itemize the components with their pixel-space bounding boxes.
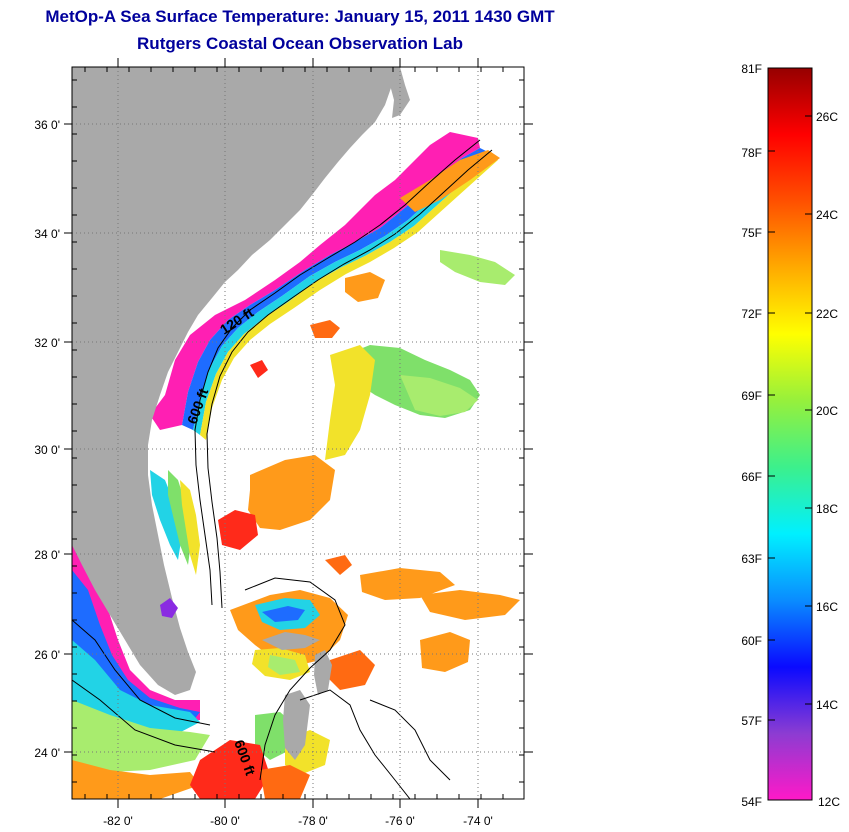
sst-patch-bahamas-blue	[262, 606, 305, 622]
colorbar-f-60: 60F	[741, 634, 762, 648]
contour-bahamas-1	[244, 577, 346, 781]
lon-label-82: -82 0'	[103, 814, 133, 828]
sst-patch-offshore-lightgreen	[400, 375, 478, 416]
lat-label-24: 24 0'	[34, 746, 60, 760]
colorbar-f-63: 63F	[741, 552, 762, 566]
contour-gulf	[72, 619, 211, 726]
lat-label-32: 32 0'	[34, 336, 60, 350]
sst-patch-south-red	[190, 740, 270, 799]
sst-patch-green-band	[200, 156, 498, 440]
sst-patch-bahamas-green	[268, 655, 300, 675]
colorbar-f-72: 72F	[741, 307, 762, 321]
sst-patch-florida-green	[168, 470, 192, 565]
lat-label-30: 30 0'	[34, 443, 60, 457]
colorbar-f-81: 81F	[741, 62, 762, 76]
sst-patch-cape-orange	[400, 150, 500, 212]
sst-patch-east-orange-1	[360, 568, 455, 600]
lat-label-36: 36 0'	[34, 118, 60, 132]
contour-bahamas-3	[369, 699, 451, 781]
lon-label-74: -74 0'	[463, 814, 493, 828]
sst-patch-mid-red-west	[218, 510, 258, 550]
colorbar-c-26: 26C	[816, 110, 838, 124]
lat-label-26: 26 0'	[34, 648, 60, 662]
colorbar-c-18: 18C	[816, 502, 838, 516]
colorbar-ticks	[768, 115, 812, 721]
sst-patch-east-orange-3	[420, 632, 470, 672]
lon-label-76: -76 0'	[385, 814, 415, 828]
colorbar-c-14: 14C	[816, 698, 838, 712]
map-content	[72, 67, 524, 799]
bathymetry-contours	[72, 139, 493, 799]
contour-gulf-2	[72, 679, 216, 753]
map-gridlines	[72, 67, 524, 799]
colorbar-f-75: 75F	[741, 226, 762, 240]
colorbar-f-78: 78F	[741, 146, 762, 160]
sst-patch-florida-yellow	[180, 480, 200, 575]
sst-patch-north-orange	[345, 272, 385, 302]
colorbar	[767, 67, 813, 801]
lon-label-80: -80 0'	[210, 814, 240, 828]
map-frame	[71, 66, 525, 800]
colorbar-c-20: 20C	[816, 404, 838, 418]
sst-patch-gulf-green	[72, 700, 210, 772]
land-grand-bahama	[262, 632, 320, 650]
map-subtitle: Rutgers Coastal Ocean Observation Lab	[137, 34, 463, 53]
land-andros	[283, 690, 310, 760]
sst-patch-east-orange-5	[325, 555, 352, 575]
colorbar-c-24: 24C	[816, 208, 838, 222]
map-title: MetOp-A Sea Surface Temperature: January…	[45, 7, 555, 26]
colorbar-f-57: 57F	[741, 714, 762, 728]
land-lake-okeechobee	[160, 598, 178, 618]
land-southeast-us	[72, 67, 392, 695]
land-abaco	[314, 650, 332, 695]
sst-patch-east-orange-2	[420, 590, 520, 620]
lat-label-28: 28 0'	[34, 548, 60, 562]
sst-patch-east-orange-4	[328, 650, 375, 690]
land-layer	[72, 67, 410, 760]
contour-bahamas-2	[299, 689, 411, 799]
land-outer-banks	[390, 67, 410, 118]
colorbar-c-16: 16C	[816, 600, 838, 614]
sst-patch-north-red	[310, 320, 340, 338]
contour-600ft	[206, 149, 493, 609]
sst-patch-gulf-orange	[72, 760, 200, 799]
map-tick-marks	[64, 58, 533, 808]
colorbar-c-22: 22C	[816, 307, 838, 321]
colorbar-c-12: 12C	[818, 795, 840, 809]
lat-label-34: 34 0'	[34, 227, 60, 241]
contour-120ft	[194, 139, 481, 606]
lon-label-78: -78 0'	[298, 814, 328, 828]
sst-patch-mid-yellow	[325, 345, 375, 460]
sst-patch-florida-cyan	[150, 470, 182, 560]
sst-patch-south-darkorange	[260, 765, 310, 799]
sst-patch-coastal-cold	[150, 132, 480, 430]
colorbar-f-66: 66F	[741, 470, 762, 484]
colorbar-f-69: 69F	[741, 389, 762, 403]
colorbar-f-54: 54F	[741, 795, 762, 809]
sst-patch-coastal-red	[250, 360, 268, 378]
